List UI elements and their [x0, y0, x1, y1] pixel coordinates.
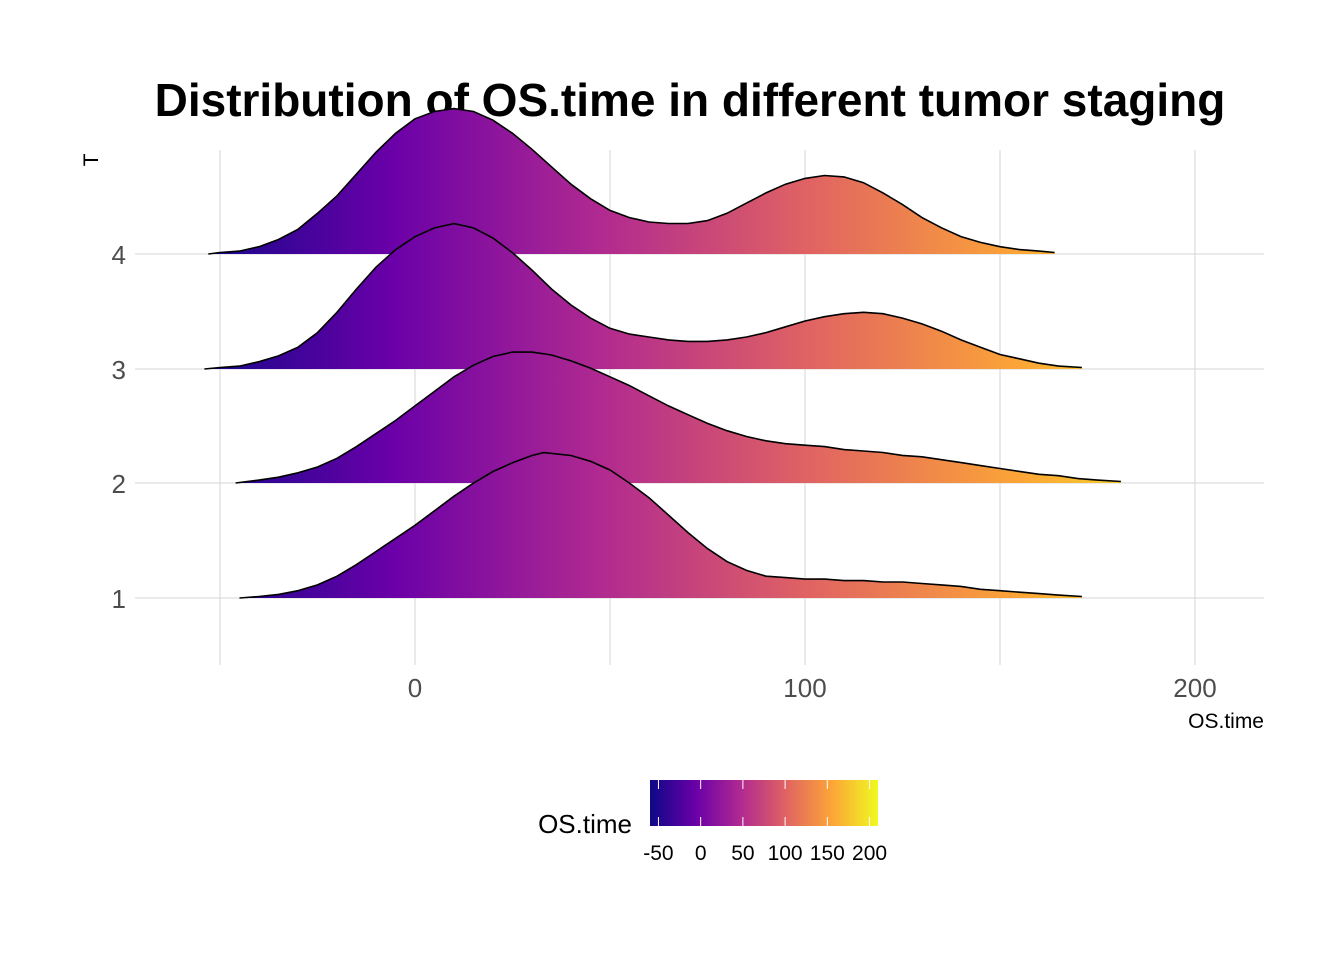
ridge-area-1 [239, 452, 1082, 598]
y-tick-label: 4 [112, 240, 126, 270]
x-axis-title: OS.time [1188, 710, 1264, 733]
ridge-area-2 [235, 352, 1121, 483]
legend-tick-label: 150 [810, 842, 845, 865]
ridge-outline-1 [239, 451, 1082, 599]
ridges [204, 107, 1121, 599]
y-tick-label: 3 [112, 355, 126, 385]
x-tick-labels: 0 100 200 [408, 673, 1217, 703]
ridge-outline-2 [235, 351, 1121, 484]
ridge-area-3 [204, 223, 1082, 369]
legend-tick-label: 50 [731, 842, 754, 865]
x-tick-label: 100 [783, 673, 826, 703]
y-tick-labels: 1 2 3 4 [112, 240, 126, 614]
legend-title: OS.time [538, 809, 632, 839]
legend-colorbar [650, 780, 878, 826]
chart-title: Distribution of OS.time in different tum… [155, 74, 1226, 126]
ridge-area-4 [208, 108, 1055, 254]
color-legend: OS.time -50 0 50 100 150 200 [538, 780, 887, 865]
ridge-outline-3 [204, 222, 1082, 370]
legend-ticks: -50 0 50 100 150 200 [643, 780, 887, 865]
legend-tick-label: 200 [852, 842, 887, 865]
legend-tick-label: 100 [768, 842, 803, 865]
y-axis-title: T [80, 153, 103, 166]
x-tick-label: 0 [408, 673, 422, 703]
ridge-outline-4 [208, 107, 1055, 255]
x-tick-label: 200 [1173, 673, 1216, 703]
y-tick-label: 1 [112, 584, 126, 614]
legend-tick-label: 0 [695, 842, 707, 865]
legend-tick-label: -50 [643, 842, 673, 865]
y-tick-label: 2 [112, 469, 126, 499]
